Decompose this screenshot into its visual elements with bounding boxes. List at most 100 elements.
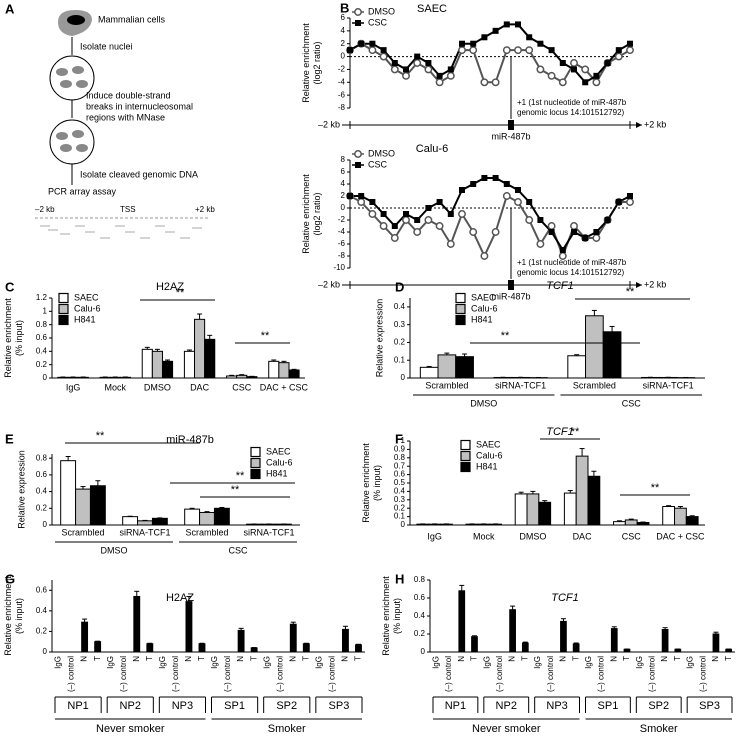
y-tick-label: 0 [43, 373, 48, 382]
y-axis-label: (% input) [392, 598, 402, 634]
y-tick-label: 0 [401, 520, 406, 529]
x-tick-label: T [470, 656, 479, 661]
chart-title: miR-487b [166, 434, 214, 446]
y-tick-label: 0 [341, 52, 346, 61]
y-tick-label: -8 [338, 103, 346, 112]
y-axis-label: (log2 ratio) [312, 41, 322, 84]
group-label: CSC [228, 545, 248, 555]
step-label: regions with MNase [86, 112, 165, 122]
marker [459, 40, 465, 47]
marker [548, 229, 555, 235]
x-tick-label: IgG [66, 382, 81, 392]
y-axis-label: Relative enrichment [3, 576, 13, 656]
x-tick-label: (–) control [495, 656, 504, 692]
marker [536, 240, 545, 248]
bar [455, 356, 474, 379]
y-tick-label: -4 [338, 77, 346, 86]
y-tick-label: 1 [43, 306, 48, 315]
bar [636, 521, 650, 526]
x-tick-label: T [724, 656, 733, 661]
legend-label: H841 [476, 461, 498, 471]
x-tick-label: siRNA-TCF1 [120, 527, 171, 537]
marker [503, 181, 510, 187]
bar [477, 523, 491, 526]
bar [60, 460, 77, 526]
marker [355, 162, 361, 168]
y-tick-label: 4 [341, 26, 346, 35]
bar [509, 609, 516, 653]
x-tick-label: T [673, 656, 682, 661]
y-tick-label: 0.4 [36, 346, 48, 355]
marker [582, 79, 589, 86]
marker [425, 205, 432, 211]
bar [57, 376, 69, 379]
legend-swatch [250, 446, 261, 458]
step-label: breaks in internucleosomal [86, 101, 193, 111]
x-tick-label: DAC [573, 531, 593, 541]
marker [559, 60, 566, 66]
bar [511, 376, 530, 379]
legend-swatch [250, 468, 261, 480]
x-tick-label: N [711, 656, 720, 662]
x-tick-label: –2 kb [318, 279, 340, 289]
bar [658, 376, 678, 379]
marker [413, 228, 422, 236]
marker [593, 229, 600, 235]
marker [514, 46, 522, 55]
panel-letter: H [395, 571, 404, 586]
legend-label: H841 [266, 468, 288, 478]
bar [141, 348, 153, 379]
bar [261, 523, 277, 526]
marker [469, 46, 478, 55]
bar [465, 523, 479, 526]
marker [403, 66, 409, 73]
x-tick-label: DMSO [144, 382, 171, 392]
bar [342, 628, 349, 653]
marker [435, 78, 444, 87]
x-tick-label: +2 kb [644, 119, 666, 129]
bar [194, 318, 206, 379]
legend-swatch [460, 450, 471, 462]
x-tick-label: IgG [158, 656, 167, 669]
x-tick-label: IgG [686, 656, 695, 669]
x-tick-label: Mock [104, 382, 126, 392]
group-label: SP1 [224, 700, 245, 712]
marker [593, 72, 600, 79]
legend-swatch [250, 457, 261, 469]
marker [558, 78, 567, 87]
annotation: genomic locus 14:101512792) [517, 108, 625, 117]
significance: ** [176, 287, 185, 299]
y-tick-label: 0.6 [36, 333, 48, 342]
x-tick-label: Scrambled [61, 527, 104, 537]
panel-letter: F [395, 431, 403, 446]
annotation: +1 (1st nucleotide of miR-487b [517, 258, 627, 267]
x-tick-label: CSC [622, 531, 642, 541]
marker [379, 52, 388, 61]
x-tick-label: miR-487b [491, 291, 530, 301]
marker [436, 72, 443, 79]
x-tick-label: N [341, 656, 350, 662]
y-tick-label: -2 [338, 65, 346, 74]
legend-swatch [460, 439, 471, 451]
bar [184, 508, 201, 526]
x-tick-label: siRNA-TCF1 [643, 380, 694, 390]
significance: ** [501, 330, 510, 342]
step-label: PCR array assay [48, 186, 117, 196]
group-label: NP2 [496, 700, 517, 712]
x-tick-label: –2 kb [318, 119, 340, 129]
x-tick-label: T [145, 656, 154, 661]
marker [470, 40, 477, 47]
supergroup-label: Smoker [640, 723, 678, 735]
group-label: NP3 [172, 700, 193, 712]
panel-letter: A [5, 1, 15, 16]
x-tick-label: DAC + CSC [656, 531, 705, 541]
group-label: DMSO [101, 545, 128, 555]
group-label: SP3 [329, 700, 350, 712]
chart-title: Calu-6 [416, 143, 448, 155]
legend-swatch [58, 292, 69, 304]
legend-swatch [455, 292, 466, 304]
marker [604, 217, 611, 223]
marker [570, 59, 578, 67]
y-axis-label: (% input) [14, 598, 24, 634]
x-tick-label: N [288, 656, 297, 662]
